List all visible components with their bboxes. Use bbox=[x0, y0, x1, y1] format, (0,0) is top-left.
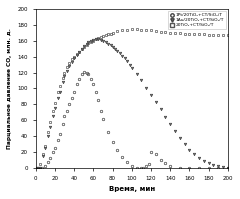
Y-axis label: Парциальное давление CO, млн. д.: Парциальное давление CO, млн. д. bbox=[7, 28, 12, 149]
X-axis label: Время, мин: Время, мин bbox=[108, 186, 155, 192]
Legend: 1Pt/20TiO₂+CT/SiO₂/T, 1Au/20TiO₂+CT/SiO₂/T, 20TiO₂+CT/SiO₂/T: 1Pt/20TiO₂+CT/SiO₂/T, 1Au/20TiO₂+CT/SiO₂… bbox=[168, 11, 226, 29]
